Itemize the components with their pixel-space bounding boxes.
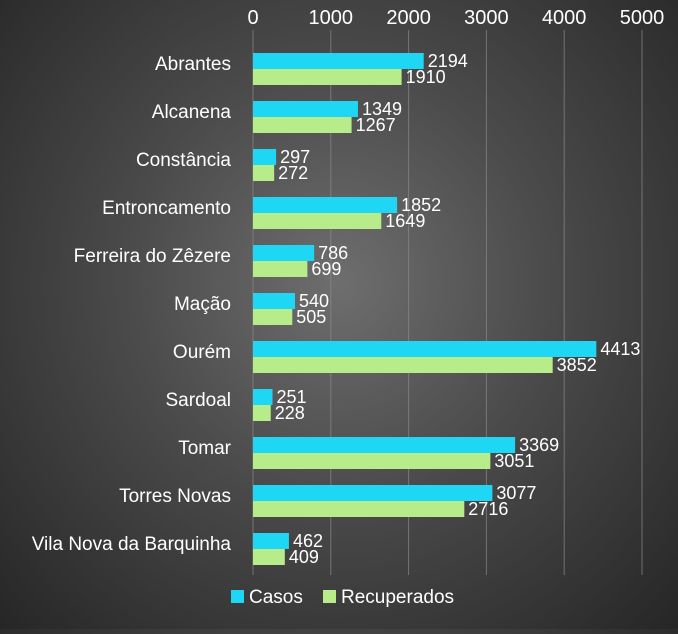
value-label-recuperados: 3852 — [557, 355, 597, 375]
bar-casos — [253, 341, 597, 357]
legend-swatch-recuperados — [323, 590, 336, 603]
x-tick-label: 5000 — [620, 7, 665, 29]
bar-recuperados — [253, 165, 275, 181]
x-tick-label: 3000 — [464, 7, 509, 29]
bar-recuperados — [253, 261, 308, 277]
bar-casos — [253, 149, 277, 165]
value-label-casos: 462 — [293, 531, 323, 551]
category-label: Alcanena — [152, 102, 232, 123]
value-label-recuperados: 699 — [311, 259, 341, 279]
legend-swatch-casos — [231, 590, 244, 603]
value-label-casos: 4413 — [600, 339, 640, 359]
bar-recuperados — [253, 357, 553, 373]
bar-recuperados — [253, 309, 293, 325]
value-label-casos: 3077 — [496, 483, 536, 503]
x-tick-label: 4000 — [542, 7, 587, 29]
value-label-recuperados: 1910 — [406, 67, 446, 87]
bar-recuperados — [253, 501, 465, 517]
value-label-casos: 2194 — [428, 51, 468, 71]
value-label-recuperados: 228 — [275, 403, 305, 423]
category-label: Mação — [174, 294, 231, 315]
value-label-recuperados: 2716 — [468, 499, 508, 519]
bar-casos — [253, 197, 398, 213]
bar-recuperados — [253, 405, 271, 421]
bar-recuperados — [253, 117, 352, 133]
value-label-casos: 540 — [299, 291, 329, 311]
value-label-casos: 3369 — [519, 435, 559, 455]
category-label: Tomar — [178, 438, 231, 459]
category-label: Sardoal — [166, 390, 232, 411]
value-label-recuperados: 1267 — [356, 115, 396, 135]
legend-label-casos: Casos — [249, 587, 303, 608]
category-label: Entroncamento — [102, 198, 231, 219]
category-label: Abrantes — [155, 54, 231, 75]
legend-label-recuperados: Recuperados — [341, 587, 454, 608]
bar-casos — [253, 101, 358, 117]
bar-casos — [253, 485, 493, 501]
bar-recuperados — [253, 549, 285, 565]
value-label-casos: 1349 — [362, 99, 402, 119]
bar-casos — [253, 53, 424, 69]
bar-recuperados — [253, 213, 382, 229]
bar-casos — [253, 533, 289, 549]
x-tick-label: 0 — [247, 7, 258, 29]
value-label-recuperados: 272 — [278, 163, 308, 183]
value-label-recuperados: 1649 — [385, 211, 425, 231]
value-label-casos: 1852 — [401, 195, 441, 215]
bar-recuperados — [253, 453, 491, 469]
x-tick-label: 2000 — [386, 7, 431, 29]
value-label-recuperados: 505 — [296, 307, 326, 327]
value-label-casos: 251 — [277, 387, 307, 407]
x-tick-label: 1000 — [309, 7, 354, 29]
bar-casos — [253, 245, 315, 261]
category-label: Ourém — [173, 342, 231, 363]
bar-casos — [253, 389, 273, 405]
bar-recuperados — [253, 69, 402, 85]
category-label: Torres Novas — [119, 486, 231, 507]
value-label-casos: 786 — [318, 243, 348, 263]
category-label: Constância — [136, 150, 231, 171]
category-label: Ferreira do Zêzere — [74, 246, 231, 267]
category-label: Vila Nova da Barquinha — [32, 534, 232, 555]
bar-casos — [253, 437, 516, 453]
value-label-casos: 297 — [280, 147, 310, 167]
value-label-recuperados: 409 — [289, 547, 319, 567]
bar-casos — [253, 293, 296, 309]
value-label-recuperados: 3051 — [494, 451, 534, 471]
